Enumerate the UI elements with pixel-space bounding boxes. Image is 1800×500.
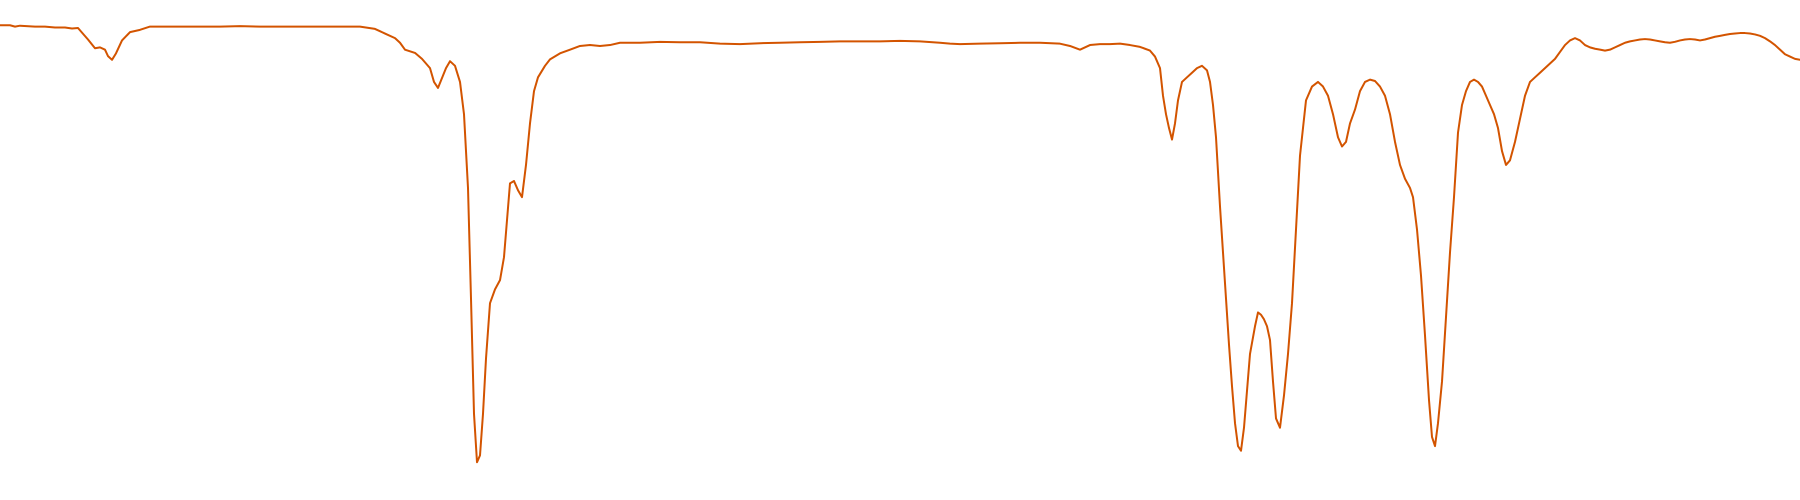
series-line: [0, 24, 1800, 464]
